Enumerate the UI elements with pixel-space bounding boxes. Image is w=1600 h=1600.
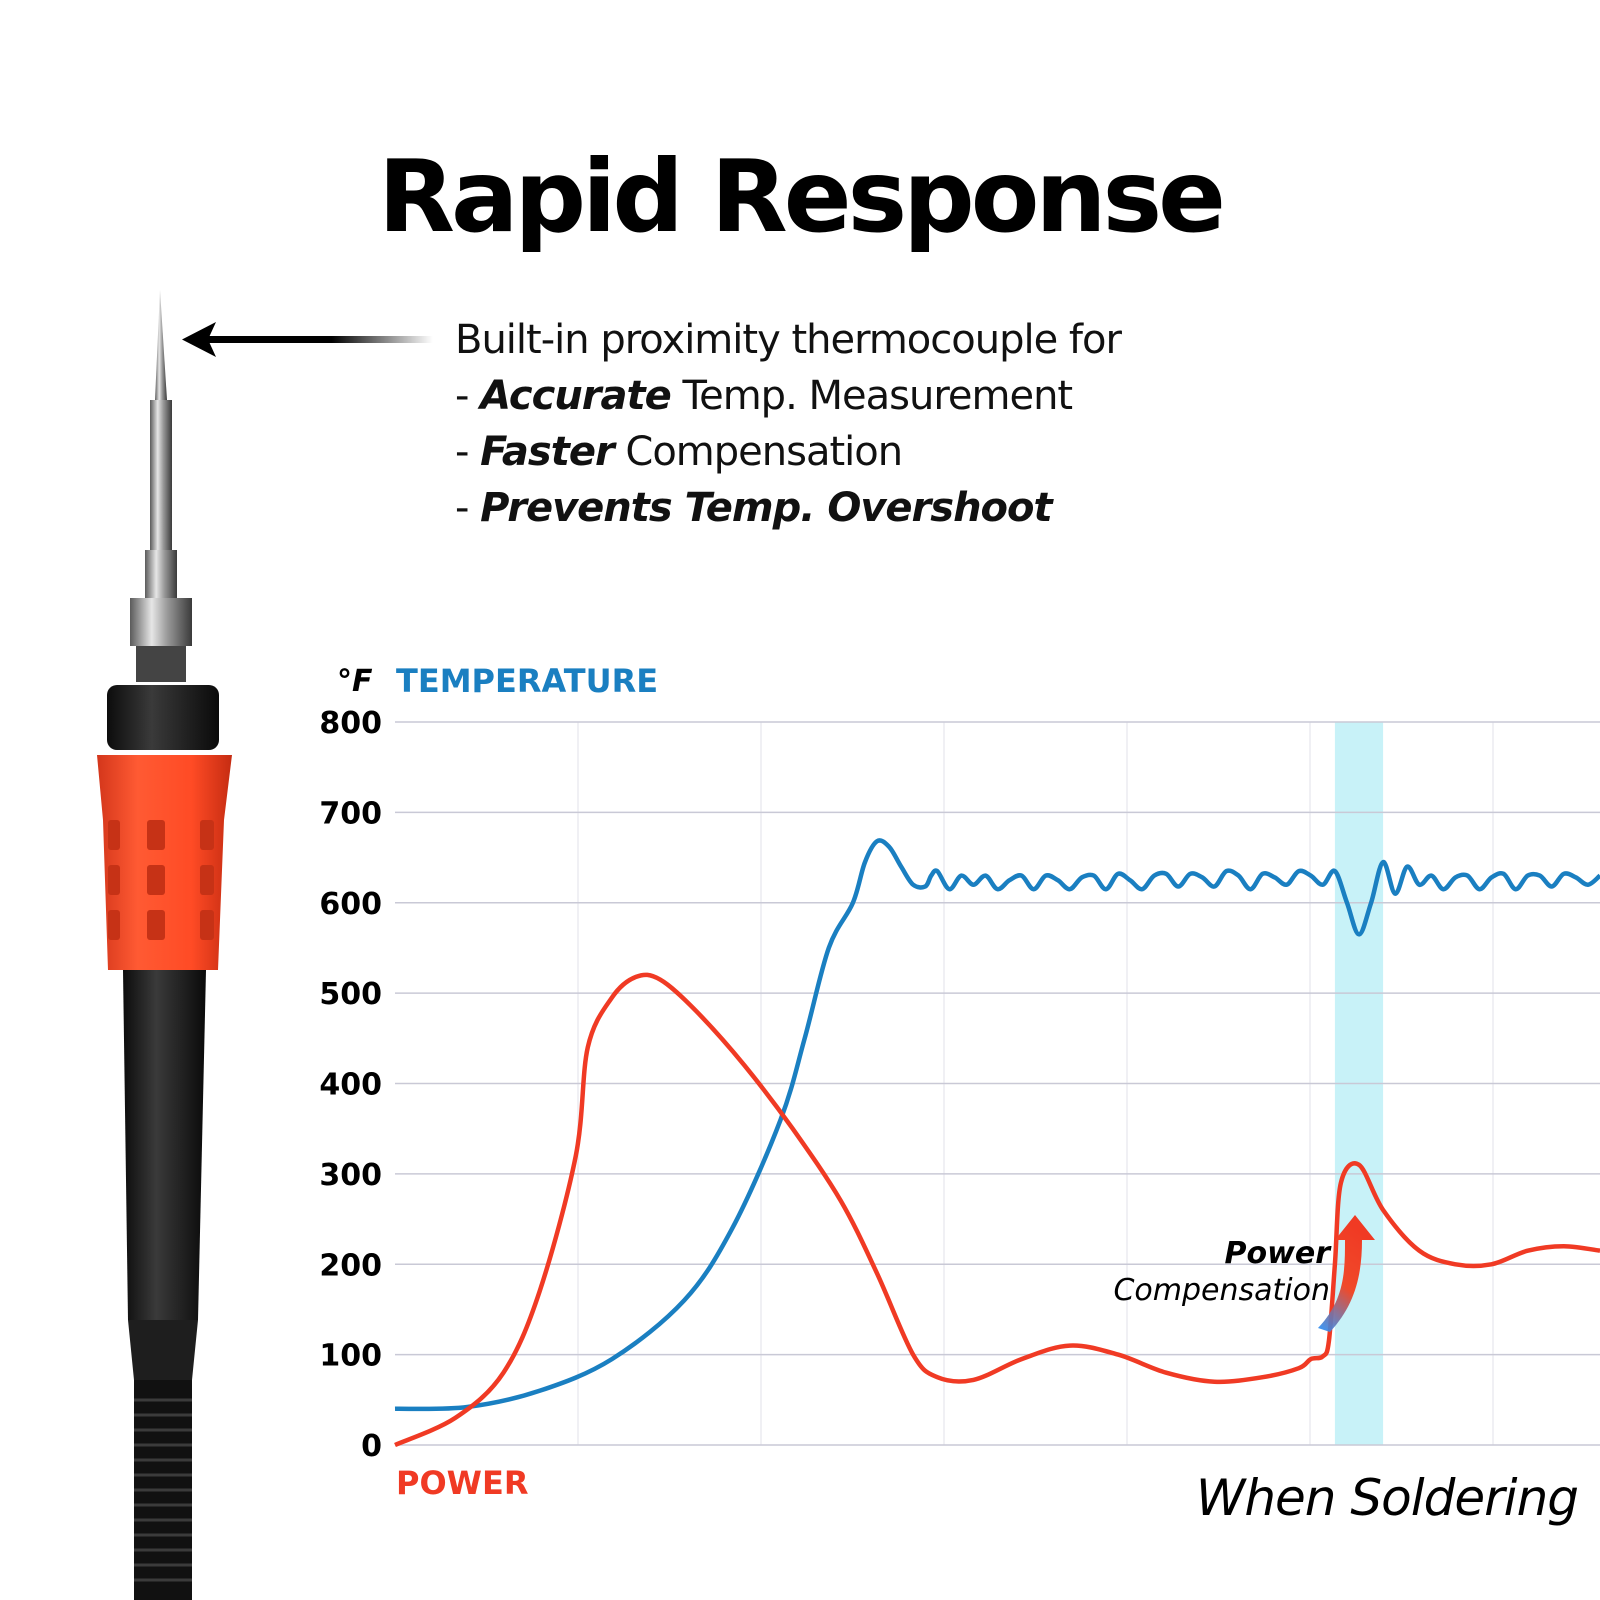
y-tick-label: 500 <box>319 977 382 1012</box>
bullet-dash: - <box>455 485 481 531</box>
iron-tip <box>145 290 177 600</box>
y-tick-label: 400 <box>319 1068 382 1103</box>
iron-strain-relief <box>134 1380 192 1600</box>
headline: Rapid Response <box>378 138 1226 255</box>
feature-faster-rest: Compensation <box>613 429 903 475</box>
y-tick-label: 0 <box>361 1429 382 1464</box>
temperature-series-line <box>394 838 1600 1412</box>
y-tick-label: 200 <box>319 1248 382 1283</box>
feature-faster: - Faster Compensation <box>455 424 1215 480</box>
y-tick-label: 300 <box>319 1158 382 1193</box>
unit-label: °F <box>337 664 373 699</box>
power-series-line <box>394 972 1600 1448</box>
feature-overshoot-bold: Prevents Temp. Overshoot <box>480 485 1052 531</box>
feature-overshoot: - Prevents Temp. Overshoot <box>455 480 1215 536</box>
when-soldering-label: When Soldering <box>1196 1469 1578 1527</box>
iron-nut <box>130 598 192 682</box>
feature-intro: Built-in proximity thermocouple for <box>455 317 1122 363</box>
horizontal-grid <box>395 721 1600 1446</box>
soldering-iron-illustration <box>97 290 232 1600</box>
compensation-arrow-icon <box>1318 1215 1375 1332</box>
feature-faster-bold: Faster <box>480 429 615 475</box>
bullet-dash: - <box>455 429 481 475</box>
arrow-head <box>182 322 216 357</box>
y-tick-label: 600 <box>319 887 382 922</box>
power-compensation-annotation: Power Compensation <box>1113 1215 1375 1332</box>
bullet-dash: - <box>455 373 481 419</box>
iron-handle <box>123 970 206 1380</box>
arrow-shaft <box>208 336 433 343</box>
feature-accurate-rest: Temp. Measurement <box>670 373 1073 419</box>
iron-grip <box>97 755 232 970</box>
pointer-arrow <box>182 322 433 357</box>
y-tick-label: 100 <box>319 1339 382 1374</box>
feature-list: Built-in proximity thermocouple for - Ac… <box>455 312 1215 536</box>
annotation-bold: Power <box>1225 1236 1333 1271</box>
iron-collar <box>107 685 219 750</box>
feature-accurate: - Accurate Temp. Measurement <box>455 368 1215 424</box>
y-tick-labels: 0 100 200 300 400 500 600 700 800 <box>319 706 382 1464</box>
temperature-axis-title: TEMPERATURE <box>396 662 658 700</box>
y-tick-label: 800 <box>319 706 382 741</box>
power-axis-title: POWER <box>396 1464 528 1502</box>
feature-accurate-bold: Accurate <box>480 373 672 419</box>
annotation-text: Compensation <box>1113 1273 1330 1308</box>
y-tick-label: 700 <box>319 796 382 831</box>
